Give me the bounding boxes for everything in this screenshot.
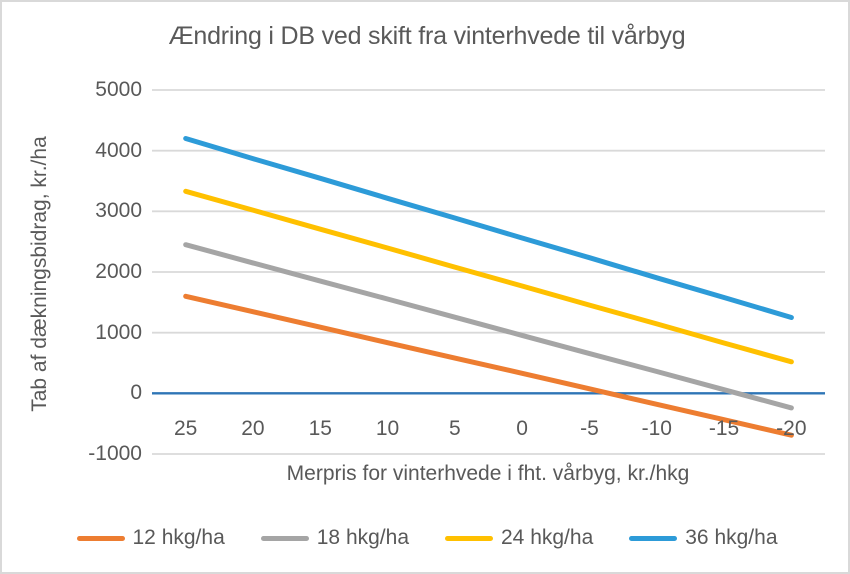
x-tick-label-15: 15	[308, 417, 332, 440]
x-tick-label-10: 10	[375, 417, 400, 440]
x-tick-label-5: 5	[449, 417, 461, 440]
legend-item-36-hkg-ha: 36 hkg/ha	[629, 526, 778, 550]
x-tick-label-0: 0	[516, 417, 528, 440]
series-line-12-hkg-ha	[183, 293, 794, 438]
y-tick-label-4000: 4000	[95, 138, 142, 162]
legend-label: 12 hkg/ha	[132, 526, 225, 549]
x-tick-label--10: -10	[641, 417, 672, 440]
legend: 12 hkg/ha 18 hkg/ha 24 hkg/ha 36 hkg/ha	[2, 526, 848, 550]
legend-label: 24 hkg/ha	[501, 526, 594, 549]
x-tick-label--20: -20	[776, 417, 807, 440]
legend-label: 18 hkg/ha	[316, 526, 409, 549]
legend-swatch-icon	[76, 535, 125, 541]
legend-swatch-icon	[629, 535, 678, 541]
x-tick-label--5: -5	[580, 417, 599, 440]
y-tick-label-5000: 5000	[95, 78, 142, 101]
y-tick-label-0: 0	[130, 381, 142, 405]
legend-swatch-icon	[445, 535, 493, 541]
legend-label: 36 hkg/ha	[685, 526, 778, 549]
x-tick-label-20: 20	[241, 417, 265, 440]
legend-item-24-hkg-ha: 24 hkg/ha	[445, 526, 593, 550]
y-tick-label-3000: 3000	[95, 199, 142, 223]
legend-item-18-hkg-ha: 18 hkg/ha	[260, 526, 409, 550]
y-tick-label-1000: 1000	[95, 320, 142, 344]
series-line-24-hkg-ha	[183, 188, 794, 365]
y-tick-label--1000: -1000	[88, 442, 142, 465]
series-line-18-hkg-ha	[183, 242, 794, 411]
series-line-36-hkg-ha	[183, 136, 794, 320]
y-axis-title: Tab af dækningsbidrag, kr./ha	[28, 136, 51, 412]
x-axis-title: Merpris for vinterhvede i fht. vårbyg, k…	[286, 462, 690, 485]
y-tick-label-2000: 2000	[95, 260, 142, 283]
x-tick-label-25: 25	[173, 417, 198, 440]
legend-item-12-hkg-ha: 12 hkg/ha	[76, 526, 225, 550]
legend-swatch-icon	[260, 535, 309, 541]
x-tick-label--15: -15	[708, 417, 740, 440]
chart-title: Ændring i DB ved skift fra vinterhvede t…	[168, 22, 686, 50]
